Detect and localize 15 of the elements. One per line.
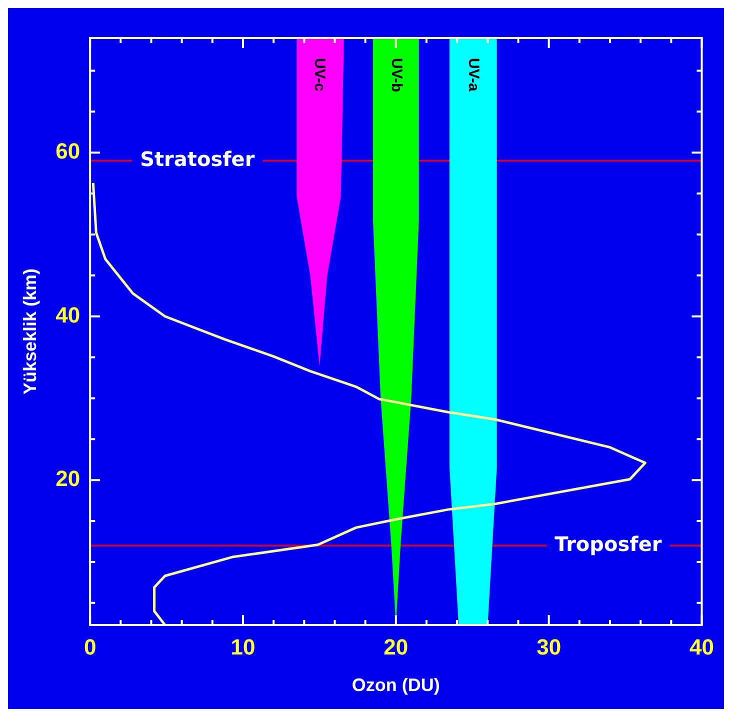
- ref-line-label: Stratosfer: [140, 147, 255, 172]
- y-tick-label: 60: [56, 138, 80, 164]
- series-label: UV-a: [465, 58, 482, 92]
- y-tick-label: 40: [56, 302, 80, 328]
- x-tick-label: 40: [690, 634, 714, 660]
- x-tick-label: 30: [536, 634, 562, 660]
- y-axis-title: Yükseklik (km): [20, 268, 40, 395]
- x-tick-label: 0: [84, 634, 96, 660]
- series-label: UV-b: [388, 58, 405, 92]
- y-tick-label: 20: [56, 466, 80, 492]
- x-axis-title: Ozon (DU): [352, 675, 440, 696]
- series-label: UV-c: [311, 58, 328, 92]
- x-tick-label: 10: [230, 634, 256, 660]
- x-tick-label: 20: [384, 634, 408, 660]
- ref-line-label: Troposfer: [554, 532, 662, 556]
